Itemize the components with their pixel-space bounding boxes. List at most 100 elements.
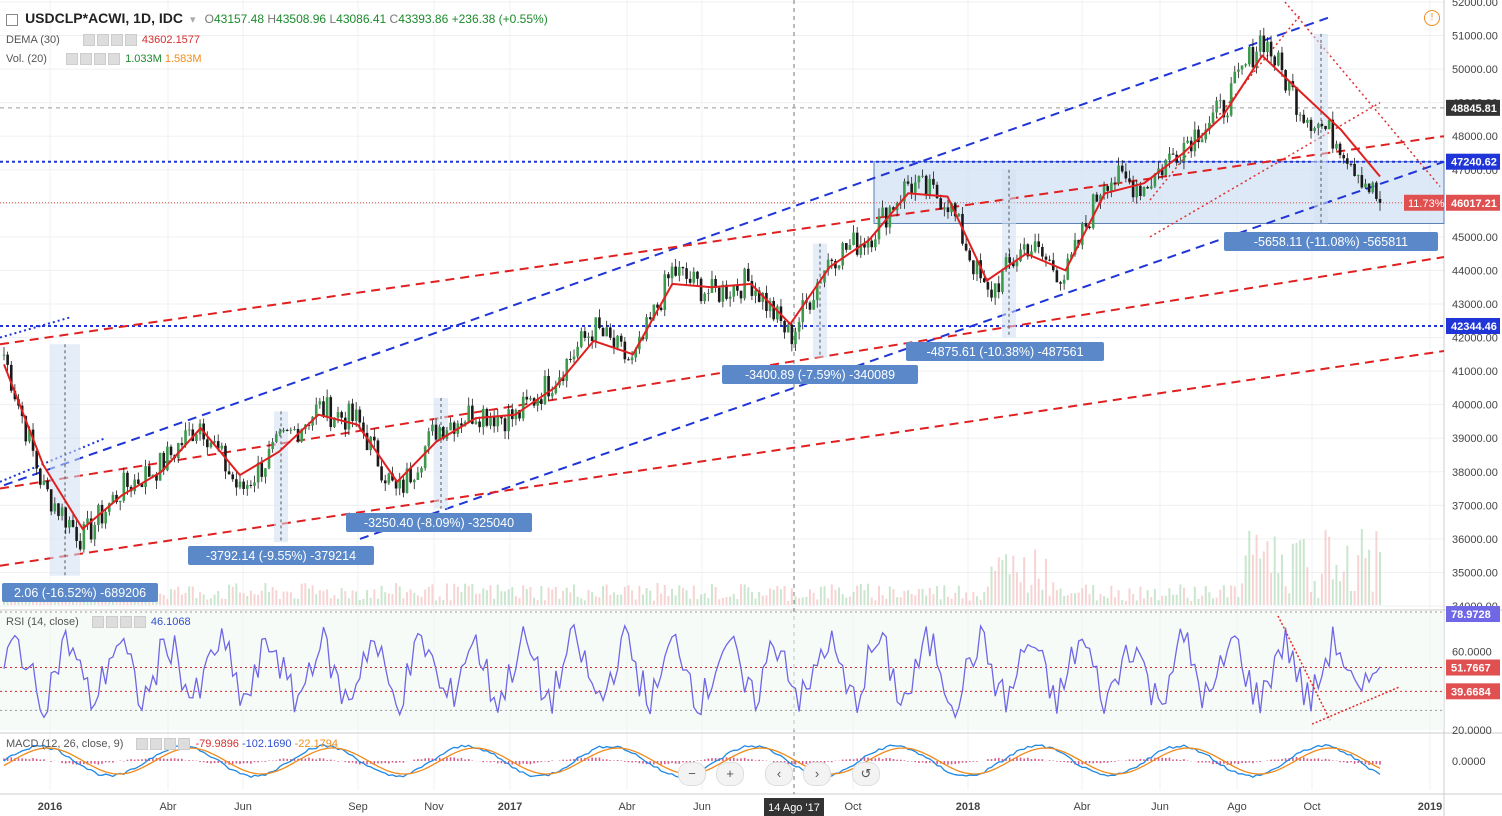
macd-histogram-bar: [460, 757, 463, 761]
macd-histogram-bar: [849, 759, 851, 761]
volume-bar: [743, 584, 746, 605]
trendlines[interactable]: [0, 1, 1445, 567]
channel-line: [3, 16, 1331, 487]
alert-icon[interactable]: !: [1424, 10, 1440, 26]
candle: [1258, 35, 1262, 52]
volume-bar: [558, 598, 561, 605]
volume-bar: [1306, 567, 1309, 605]
volume-bar: [765, 595, 768, 605]
candle: [1233, 71, 1237, 84]
volume-bar: [565, 587, 568, 605]
candle: [1378, 198, 1382, 203]
candle: [1110, 182, 1113, 191]
candle: [1197, 129, 1200, 143]
volume-bar: [591, 592, 594, 605]
macd-histogram-bar: [1364, 761, 1367, 765]
candle: [529, 398, 532, 400]
dema-legend: DEMA (30) 43602.1577: [6, 34, 200, 47]
macd-histogram-bar: [867, 757, 869, 761]
zoom-in-button[interactable]: +: [716, 762, 744, 786]
price-tick: 44000.00: [1452, 265, 1498, 277]
volume-bar: [798, 598, 801, 605]
measurement-tools[interactable]: [50, 33, 1328, 576]
macd-histogram-bar: [467, 759, 470, 761]
volume-bar: [957, 585, 960, 605]
price-series: [2, 27, 1382, 553]
candle: [1273, 56, 1277, 66]
volume-bar: [997, 557, 1000, 605]
candle: [1255, 51, 1258, 68]
collapse-icon[interactable]: [6, 14, 18, 27]
volume-bar: [710, 584, 713, 605]
volume-bar: [464, 583, 467, 605]
rsi-legend: RSI (14, close) 46.1068: [6, 616, 191, 629]
indicator-controls[interactable]: [91, 616, 148, 629]
macd-histogram-bar: [373, 761, 376, 764]
macd-histogram-bar: [624, 761, 626, 762]
volume-bar: [1052, 582, 1055, 605]
scroll-right-button[interactable]: ›: [803, 762, 831, 786]
macd-histogram-bar: [391, 761, 394, 763]
macd-histogram-bar: [21, 758, 23, 761]
candle: [1008, 257, 1011, 263]
macd-histogram-bar: [696, 760, 699, 761]
indicator-controls[interactable]: [82, 34, 139, 47]
volume-bar: [351, 590, 354, 605]
zoom-out-button[interactable]: −: [678, 762, 706, 786]
macd-histogram-bar: [714, 758, 717, 761]
macd-histogram-bar: [526, 761, 528, 765]
macd-histogram-bar: [300, 758, 303, 761]
candle: [975, 260, 979, 275]
measure-box: [1314, 33, 1328, 224]
candle: [216, 441, 220, 449]
dema-path: [3, 54, 1381, 531]
rsi-label[interactable]: RSI (14, close): [6, 616, 79, 628]
macd-histogram-bar: [199, 761, 201, 763]
macd-histogram-bar: [380, 761, 383, 764]
candle: [707, 292, 710, 294]
volume-bar: [718, 599, 721, 605]
candle: [1102, 186, 1106, 196]
macd-label[interactable]: MACD (12, 26, close, 9): [6, 738, 124, 750]
candle: [467, 405, 471, 423]
volume-bar: [435, 600, 438, 605]
volume-bar: [395, 583, 398, 605]
scroll-left-button[interactable]: ‹: [765, 762, 793, 786]
rsi-tag-bg: [1446, 683, 1500, 700]
dema-label[interactable]: DEMA (30): [6, 34, 60, 46]
symbol-title[interactable]: USDCLP*ACWI, 1D, IDC: [25, 10, 183, 26]
volume-bar: [976, 596, 979, 605]
macd-histogram-bar: [500, 761, 503, 764]
measure-label-bg: [188, 546, 374, 565]
macd-histogram-bar: [576, 757, 579, 761]
volume-bar: [750, 591, 753, 605]
indicator-controls[interactable]: [136, 738, 192, 751]
level-high-tag: 47240.62: [1451, 157, 1497, 169]
volume-bar: [297, 598, 300, 605]
candle: [474, 421, 478, 424]
indicator-controls[interactable]: [66, 53, 122, 66]
macd-histogram-bar: [1106, 761, 1109, 763]
volume-bar: [180, 594, 183, 605]
candle: [848, 244, 852, 250]
volume-bar: [1117, 590, 1120, 605]
macd-histogram-bar: [348, 761, 350, 763]
macd-histogram-bar: [638, 761, 641, 764]
candle: [1160, 168, 1164, 176]
macd-histogram-bar: [1030, 759, 1033, 761]
volume-bar: [525, 589, 528, 605]
volume-bar: [896, 597, 899, 605]
macd-histogram-bar: [90, 761, 92, 764]
volume-bar: [315, 594, 318, 605]
chevron-down-icon[interactable]: ▾: [190, 14, 196, 26]
volume-label[interactable]: Vol. (20): [6, 53, 47, 65]
volume-bar: [1375, 531, 1378, 605]
macd-histogram-bar: [217, 761, 220, 763]
volume-bar: [482, 588, 485, 605]
time-tick: 2017: [498, 801, 522, 813]
reset-chart-button[interactable]: ↺: [852, 762, 880, 786]
candle: [957, 213, 961, 217]
macd-histogram-bar: [896, 759, 898, 761]
volume-bar: [115, 599, 118, 605]
